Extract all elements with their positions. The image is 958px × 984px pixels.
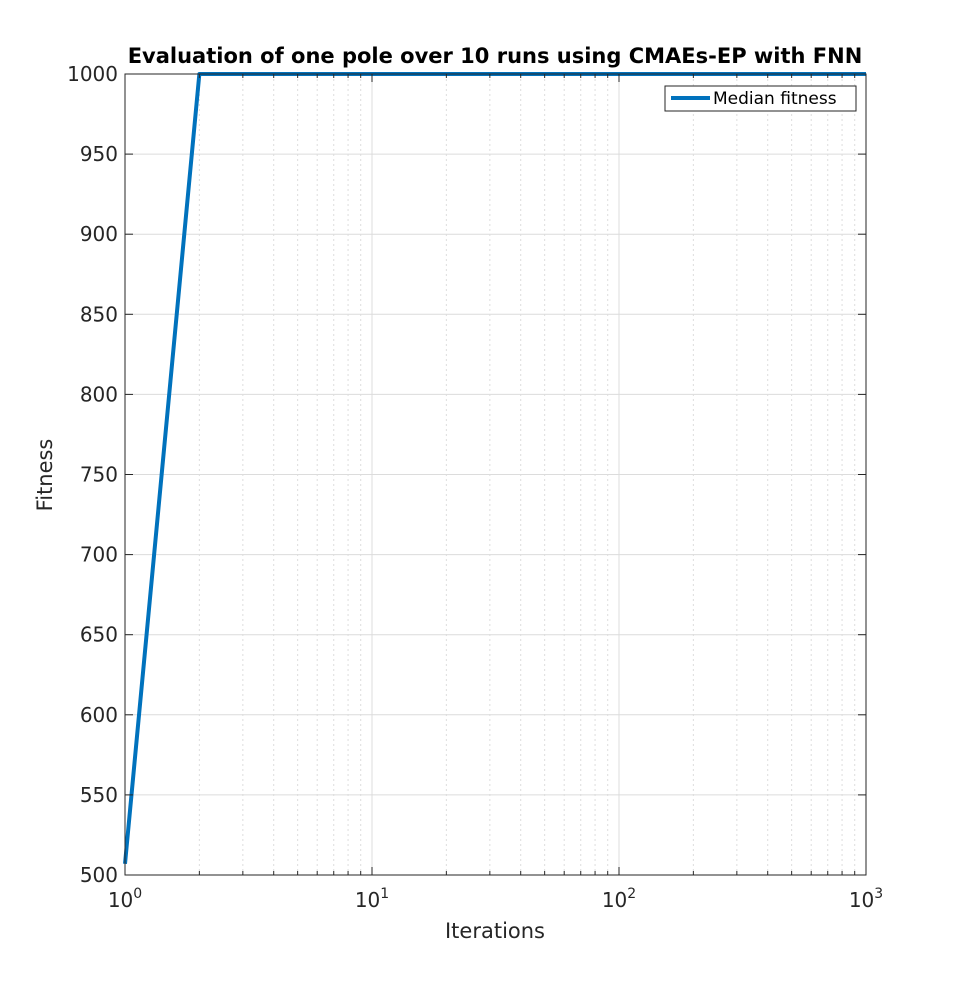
x-tick-label: 100 <box>108 886 142 912</box>
x-tick-label-base: 10 <box>849 888 874 912</box>
x-tick-labels: 100 101 102 103 <box>108 886 883 912</box>
x-tick-label: 102 <box>602 886 636 912</box>
x-tick-label-base: 10 <box>355 888 380 912</box>
y-tick-label: 650 <box>80 623 118 647</box>
chart-title: Evaluation of one pole over 10 runs usin… <box>128 44 863 68</box>
y-tick-labels: 500 550 600 650 700 750 800 850 900 950 1000 <box>67 62 118 887</box>
x-tick-label-exponent: 0 <box>133 886 142 902</box>
y-tick-label: 500 <box>80 863 118 887</box>
x-tick-label-base: 10 <box>602 888 627 912</box>
y-tick-label: 800 <box>80 382 118 406</box>
x-tick-label-exponent: 3 <box>874 886 883 902</box>
y-axis-label: Fitness <box>33 439 57 512</box>
y-tick-label: 900 <box>80 222 118 246</box>
x-axis-label: Iterations <box>445 919 545 943</box>
legend: Median fitness <box>664 85 857 112</box>
y-tick-label: 1000 <box>67 62 118 86</box>
tick-marks <box>124 73 867 876</box>
x-tick-label-exponent: 1 <box>380 886 389 902</box>
x-tick-label: 101 <box>355 886 389 912</box>
y-tick-label: 550 <box>80 783 118 807</box>
x-tick-label-exponent: 2 <box>627 886 636 902</box>
y-tick-label: 950 <box>80 142 118 166</box>
legend-label: Median fitness <box>713 89 837 109</box>
y-tick-label: 850 <box>80 302 118 326</box>
y-tick-label: 750 <box>80 463 118 487</box>
y-tick-label: 700 <box>80 543 118 567</box>
x-tick-label-base: 10 <box>108 888 133 912</box>
y-tick-label: 600 <box>80 703 118 727</box>
x-tick-label: 103 <box>849 886 883 912</box>
